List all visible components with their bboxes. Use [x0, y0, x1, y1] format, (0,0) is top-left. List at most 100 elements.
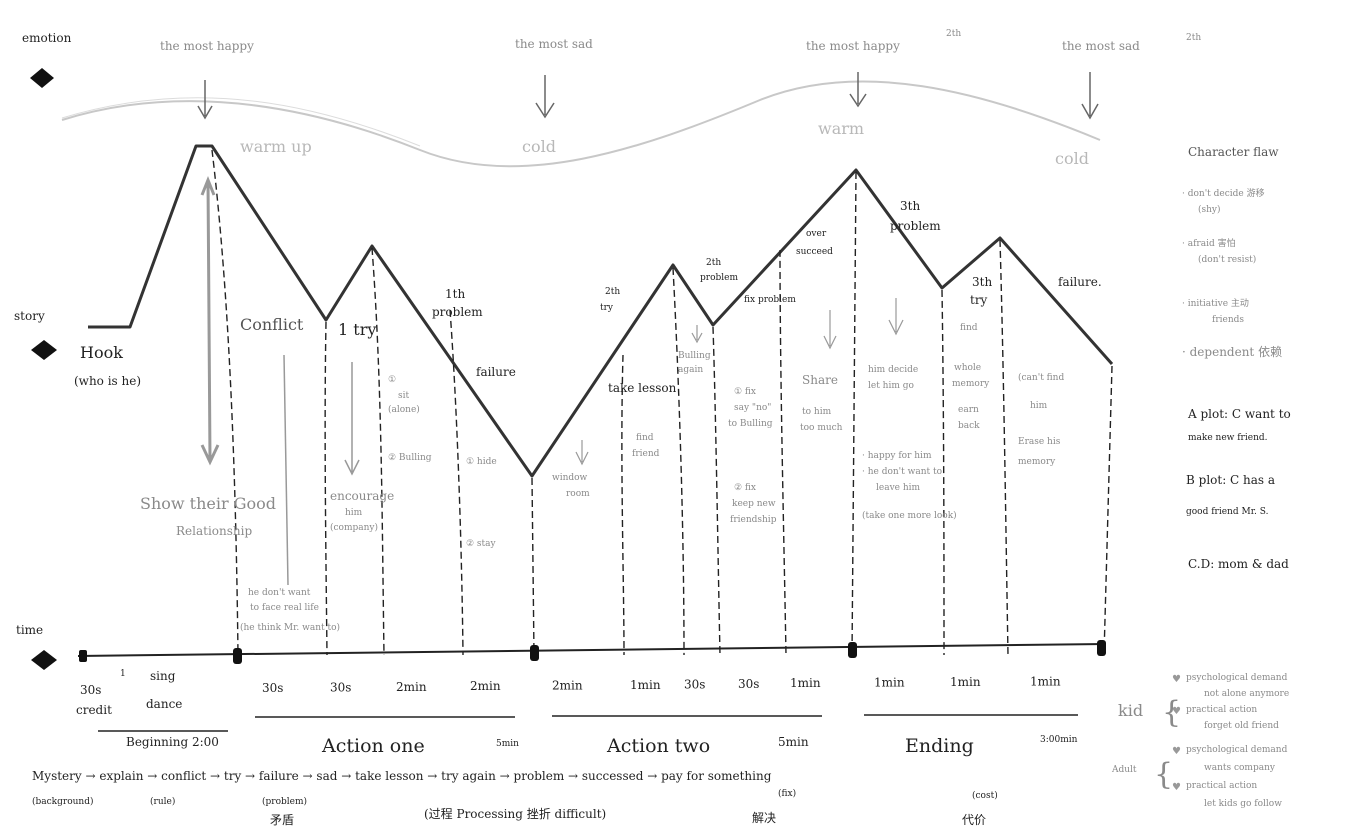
story-try-1: 1 try — [338, 320, 376, 339]
sidebar-adult-1: psychological demand — [1186, 745, 1288, 755]
time-seg1-sub: credit — [76, 703, 112, 717]
story-conflict: Conflict — [240, 315, 304, 334]
story-problem3-a: 3th — [900, 199, 920, 213]
story-take-lesson: take lesson — [608, 381, 677, 395]
time-seg1: 30s — [80, 683, 101, 697]
sidebar-flaw-4: · dependent 依赖 — [1182, 344, 1282, 359]
story-encourage-3: (company) — [330, 522, 378, 533]
sidebar-aplot-1: A plot: C want to — [1187, 407, 1291, 421]
emotion-valley1-label: the most sad — [515, 37, 593, 51]
sidebar-bplot-1: B plot: C has a — [1186, 473, 1275, 487]
story-cant-find-2: him — [1030, 401, 1048, 411]
sidebar-bplot-2: good friend Mr. S. — [1186, 507, 1269, 517]
arrow-line — [283, 354, 289, 586]
story-face-3: (he think Mr. want to) — [240, 622, 340, 633]
time-duration-1: 30s — [262, 681, 283, 695]
story-face-1: he don't want — [248, 588, 311, 598]
story-find-friend-1: find — [636, 433, 654, 443]
act-ending: Ending — [905, 735, 974, 757]
time-seg2: sing — [150, 669, 176, 683]
time-duration-7: 30s — [684, 677, 705, 691]
story-problem1-b: problem — [432, 305, 483, 319]
story-find-friend-2: friend — [632, 449, 660, 459]
time-duration-9: 1min — [790, 676, 821, 690]
sidebar-flaw-2: · afraid 害怕 — [1182, 237, 1236, 249]
time-marker — [233, 648, 242, 664]
double-arrow-icon — [200, 175, 220, 466]
story-problem1-a: 1th — [445, 287, 465, 301]
axis-label-time: time — [16, 623, 43, 637]
sidebar-flaw-3: · initiative 主动 — [1182, 297, 1249, 309]
story-fix2-c: friendship — [730, 515, 777, 525]
time-duration-11: 1min — [950, 675, 981, 689]
time-markers — [79, 640, 1106, 664]
story-cant-find-3: Erase his — [1018, 437, 1061, 447]
time-axis-line — [77, 643, 1107, 657]
act-action-one-time: 5min — [496, 739, 519, 749]
down-arrow-icon — [849, 72, 867, 108]
story-cant-find-4: memory — [1018, 457, 1056, 467]
flow-fix-sub: (fix) — [778, 788, 796, 799]
flow-mystery-sub: (background) — [32, 796, 93, 807]
story-bullying: ② Bulling — [388, 453, 432, 463]
sidebar-kid-4: forget old friend — [1204, 721, 1279, 731]
emotion-wave-echo — [61, 97, 421, 147]
sidebar-aplot-2: make new friend. — [1188, 433, 1268, 443]
story-try2-b: try — [600, 303, 614, 313]
emotion-valley2-sup: 2th — [1186, 33, 1201, 43]
story-hide: ① hide — [466, 457, 497, 467]
story-face-2: to face real life — [250, 603, 319, 613]
story-diamond-icon — [31, 340, 57, 360]
sidebar-adult: Adult — [1111, 765, 1137, 775]
sidebar-cd: C.D: mom & dad — [1188, 557, 1289, 571]
story-happy-1: · happy for him — [862, 451, 932, 461]
act-beginning: Beginning 2:00 — [126, 735, 219, 749]
flow-explain-sub: (rule) — [150, 796, 175, 807]
sidebar-adult-4: let kids go follow — [1204, 799, 1282, 809]
story-encourage-1: encourage — [330, 489, 394, 503]
emotion-valley2-label: the most sad — [1062, 39, 1140, 53]
time-duration-6: 1min — [630, 678, 661, 692]
act-underlines — [98, 714, 1078, 732]
sidebar-flaw-1: · don't decide 游移 — [1182, 187, 1265, 199]
story-fix-problem: fix problem — [744, 295, 796, 305]
flow-fix-cn: 解决 — [752, 811, 776, 825]
heart-icon: ♥ — [1172, 706, 1181, 717]
story-share-1: Share — [802, 373, 838, 387]
axis-label-emotion: emotion — [22, 31, 72, 45]
time-duration-4: 2min — [470, 679, 501, 693]
act-action-one: Action one — [321, 735, 425, 757]
down-arrow-icon — [823, 310, 837, 350]
axis-label-story: story — [14, 309, 45, 323]
sidebar-kid-2: not alone anymore — [1204, 689, 1289, 699]
time-durations: 30s 30s 2min 2min 2min 1min 30s 30s 1min 1min 1min… — [262, 674, 1061, 695]
story-problem2-b: problem — [700, 273, 738, 283]
story-bullying-again-1: Bulling — [678, 351, 711, 361]
story-fix2-a: ② fix — [734, 483, 756, 493]
story-encourage-2: him — [345, 508, 363, 518]
sidebar-kid: kid — [1118, 701, 1143, 720]
sidebar-flaw-1-sub: (shy) — [1198, 204, 1221, 215]
time-duration-10: 1min — [874, 676, 905, 690]
emotion-cold-2: cold — [1055, 149, 1089, 168]
story-over-2: succeed — [796, 247, 833, 257]
story-fix1-a: ① fix — [734, 387, 756, 397]
story-hook-sub: (who is he) — [74, 374, 141, 388]
emotion-diamond-icon — [30, 68, 54, 88]
story-try3-a: 3th — [972, 275, 992, 289]
story-sit-3: (alone) — [388, 404, 420, 415]
time-seg1-sup: 1 — [120, 669, 126, 679]
heart-icon: ♥ — [1172, 746, 1181, 757]
time-duration-2: 30s — [330, 680, 351, 694]
story-plot-line — [88, 144, 1114, 478]
story-happy-3: leave him — [876, 483, 921, 493]
time-marker — [79, 650, 87, 662]
story-failure-2: failure. — [1058, 275, 1102, 289]
act-action-two-time: 5min — [778, 735, 809, 749]
heart-icon: ♥ — [1172, 782, 1181, 793]
sidebar-flaw-3-sub: friends — [1212, 315, 1244, 325]
down-arrow-icon — [691, 325, 703, 344]
story-share-2: to him — [802, 407, 832, 417]
story-fix1-c: to Bulling — [728, 419, 773, 429]
flow-conflict-sub: (problem) — [262, 796, 307, 807]
